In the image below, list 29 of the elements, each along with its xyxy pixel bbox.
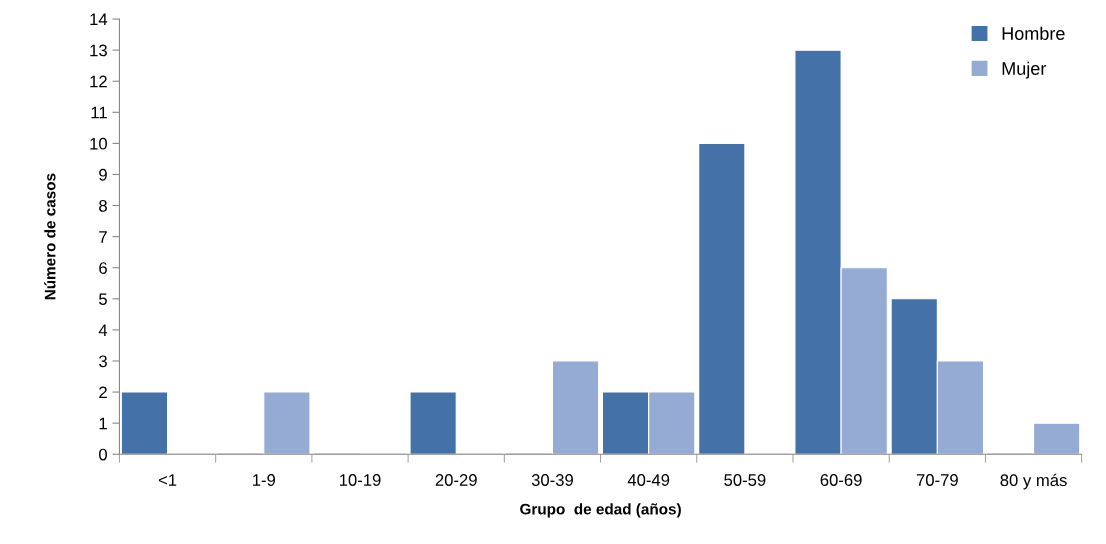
y-axis-title: Número de casos	[44, 173, 56, 300]
y-tick-label: 13	[90, 44, 107, 57]
y-tick-label: 8	[99, 199, 107, 212]
x-tick-label: 30-39	[531, 474, 573, 486]
x-tick-label: 40-49	[627, 474, 670, 486]
y-tick-label: 5	[99, 293, 107, 306]
x-tick-label: 70-79	[916, 474, 958, 486]
y-tick-label: 0	[99, 448, 107, 461]
y-tick-label: 3	[99, 355, 107, 368]
y-tick-label: 4	[98, 324, 108, 336]
y-tick-label: 10	[90, 137, 107, 150]
x-tick-label: 80 y más	[1000, 473, 1067, 490]
y-tick-label: 7	[99, 231, 107, 243]
x-tick-label: 20-29	[435, 474, 477, 486]
legend-label: Hombre	[1002, 26, 1065, 40]
x-tick-label: 10-19	[339, 474, 381, 486]
y-tick-label: 14	[90, 13, 108, 26]
y-tick-label: 9	[99, 168, 107, 181]
x-tick-label: 60-69	[820, 474, 862, 486]
x-tick-label: <1	[158, 474, 177, 486]
y-tick-label: 1	[99, 417, 107, 430]
legend-label: Mujer	[1002, 61, 1047, 79]
y-tick-label: 6	[99, 262, 107, 274]
y-tick-label: 2	[99, 386, 107, 399]
y-tick-label: 11	[91, 106, 107, 119]
y-tick-label: 12	[90, 75, 107, 88]
x-tick-label: 1-9	[253, 474, 276, 486]
x-tick-label: 50-59	[724, 474, 766, 486]
x-axis-title: Grupo de edad (años)	[520, 503, 681, 518]
